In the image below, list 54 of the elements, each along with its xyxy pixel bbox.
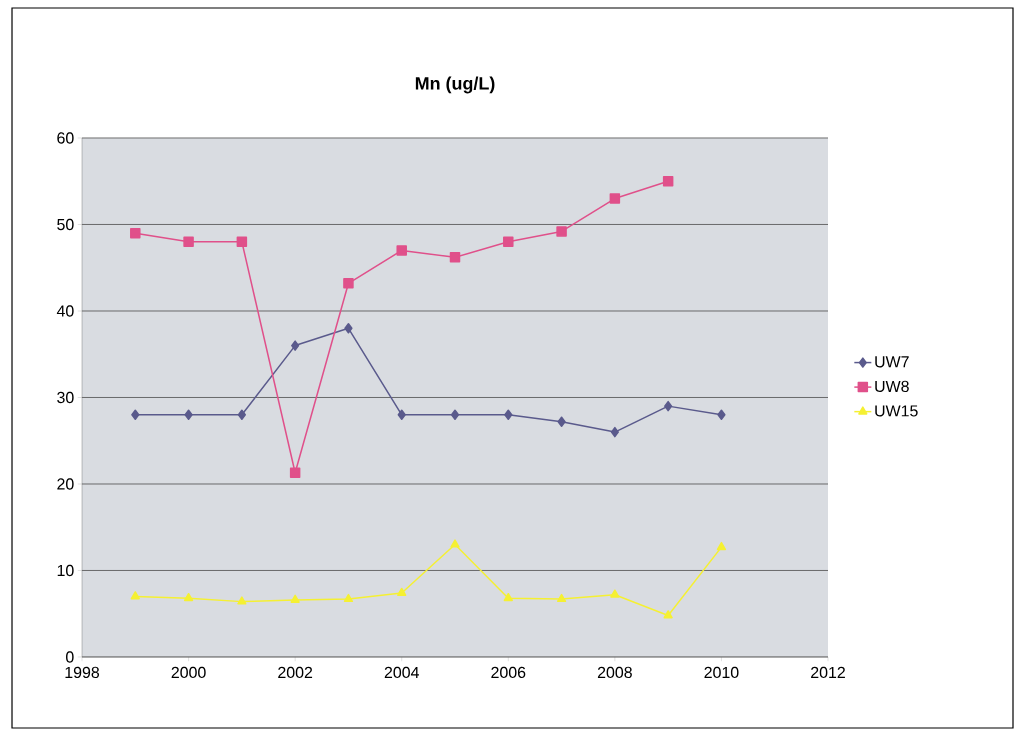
point: [717, 409, 726, 421]
point: [130, 227, 141, 239]
x-tick-label: 2008: [597, 666, 632, 679]
x-tick-label: 2004: [384, 666, 419, 679]
point: [183, 236, 194, 248]
point: [237, 409, 246, 421]
legend-label: UW7: [875, 356, 909, 368]
point: [343, 278, 354, 289]
point: [663, 610, 673, 619]
point: [397, 587, 407, 596]
y-tick-label: 10: [57, 564, 74, 577]
point: [716, 541, 727, 551]
chart-title: Mn (ug/L): [415, 76, 495, 94]
point: [396, 245, 407, 256]
point: [289, 467, 301, 478]
point: [130, 591, 140, 600]
y-tick-label: 0: [66, 651, 74, 663]
x-tick-label: 2006: [491, 666, 526, 679]
point: [664, 400, 673, 412]
y-tick-label: 30: [57, 391, 74, 404]
y-tick-label: 50: [57, 218, 74, 231]
x-tick-label: 2000: [171, 666, 206, 679]
point: [236, 236, 248, 248]
point: [610, 426, 619, 438]
point: [556, 593, 567, 603]
x-tick-label: 2012: [811, 666, 845, 679]
point: [610, 589, 620, 598]
legend-label: UW15: [875, 405, 918, 417]
legend-label: UW8: [875, 380, 909, 393]
point: [184, 409, 193, 421]
point: [662, 175, 674, 187]
point: [449, 252, 461, 263]
point: [450, 539, 460, 548]
y-tick-label: 20: [57, 478, 74, 490]
point: [183, 592, 194, 602]
point: [504, 409, 513, 421]
point: [397, 409, 406, 421]
point: [503, 236, 514, 248]
point: [450, 409, 460, 421]
point: [344, 323, 353, 334]
point: [503, 592, 513, 602]
point: [131, 409, 140, 421]
point: [609, 193, 621, 204]
y-tick-label: 40: [56, 305, 74, 317]
point: [557, 416, 566, 427]
point: [291, 340, 300, 351]
x-tick-label: 1998: [65, 666, 100, 679]
point: [290, 594, 300, 603]
x-tick-label: 2010: [704, 666, 739, 679]
point: [237, 596, 247, 605]
x-tick-label: 2002: [278, 666, 313, 679]
y-tick-label: 60: [57, 132, 74, 144]
point: [556, 226, 567, 237]
point: [343, 593, 354, 603]
